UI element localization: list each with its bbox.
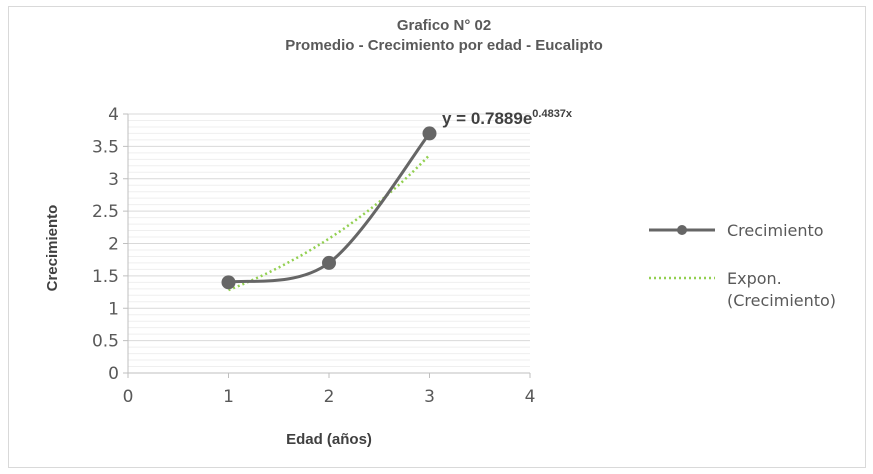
data-point-marker	[422, 126, 437, 141]
y-tick-label: 0.5	[92, 332, 119, 352]
data-point-marker	[221, 275, 236, 290]
chart-frame: Grafico N° 02 Promedio - Crecimiento por…	[8, 6, 866, 468]
data-point-marker	[322, 255, 336, 270]
y-tick-label: 2.5	[92, 202, 119, 222]
x-tick-label: 0	[123, 387, 134, 407]
gridlines	[128, 113, 530, 368]
y-tick-label: 3.5	[92, 137, 119, 157]
axes	[123, 113, 531, 378]
trendline-equation-exponent: 0.4837x	[532, 108, 573, 120]
trendline-equation: y = 0.7889e0.4837x	[442, 108, 573, 128]
legend-label-crecimiento: Crecimiento	[727, 221, 824, 240]
y-axis-title: Crecimiento	[44, 205, 61, 292]
y-tick-labels: 0 0.5 1 1.5 2 2.5 3 3.5 4	[92, 105, 119, 384]
x-tick-labels: 0 1 2 3 4	[123, 387, 536, 407]
series-layer	[221, 126, 437, 292]
y-tick-label: 0	[108, 364, 119, 384]
y-tick-label: 3	[108, 170, 119, 190]
x-tick-label: 1	[223, 387, 234, 407]
chart-title: Grafico N° 02	[397, 17, 491, 34]
legend-label-trendline: Expon.	[727, 269, 782, 288]
x-tick-label: 3	[424, 387, 435, 407]
y-tick-label: 1	[108, 299, 119, 319]
y-tick-label: 2	[108, 235, 119, 255]
x-tick-label: 2	[324, 387, 335, 407]
trendline-equation-base: y = 0.7889e	[442, 109, 532, 128]
legend: Crecimiento Expon. (Crecimiento)	[649, 221, 836, 310]
legend-label-trendline-line2: (Crecimiento)	[727, 291, 836, 310]
legend-marker-crecimiento	[677, 225, 687, 235]
trendline-path	[228, 154, 431, 292]
chart-svg: Grafico N° 02 Promedio - Crecimiento por…	[44, 17, 836, 448]
x-axis-title: Edad (años)	[286, 431, 372, 448]
x-tick-label: 4	[525, 387, 536, 407]
y-tick-label: 4	[108, 105, 119, 125]
y-tick-label: 1.5	[92, 267, 119, 287]
chart-subtitle: Promedio - Crecimiento por edad - Eucali…	[285, 37, 603, 54]
